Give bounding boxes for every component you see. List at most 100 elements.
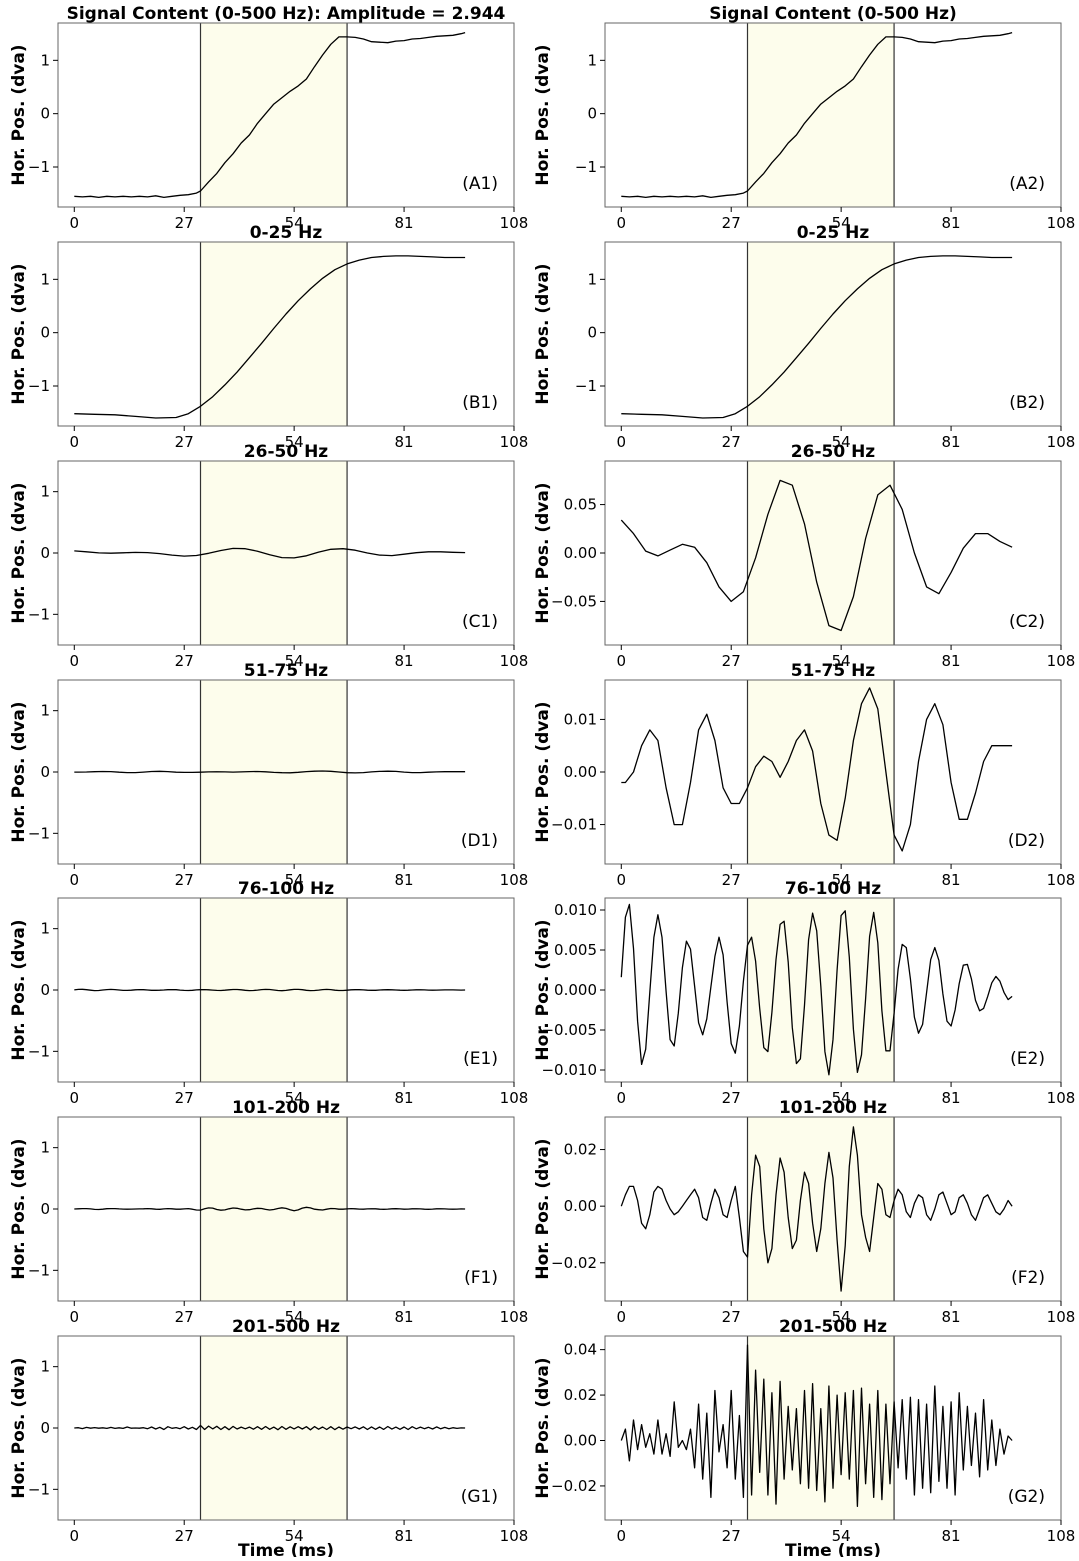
x-tick-label: 81 [395, 652, 414, 670]
y-tick-label: 0.02 [564, 1386, 597, 1404]
y-tick-label: 1 [40, 270, 50, 288]
y-tick-label: 0.005 [554, 941, 597, 959]
x-tick-label: 27 [175, 652, 194, 670]
y-tick-label: 1 [587, 51, 597, 69]
series-line [74, 1424, 466, 1431]
shaded-region [200, 1336, 348, 1520]
x-tick-label: 108 [1047, 1527, 1076, 1545]
y-tick-label: −1 [28, 158, 50, 176]
x-tick-label: 54 [832, 214, 851, 232]
panel-title: 0-25 Hz [250, 223, 323, 243]
panel-c2: 0 27 54 81 108 −0.05 0.00 0.05 26-50 Hz (C2) Hor. … [533, 442, 1075, 670]
y-tick-label: −1 [28, 1042, 50, 1060]
panel-title: 76-100 Hz [785, 879, 881, 899]
y-tick-label: 0 [587, 324, 597, 342]
x-tick-label: 27 [722, 1527, 741, 1545]
x-tick-label: 108 [1047, 652, 1076, 670]
panel-label: (A1) [462, 174, 498, 194]
shaded-region [747, 1336, 895, 1520]
y-axis-label: Hor. Pos. (dva) [533, 44, 553, 185]
x-tick-label: 108 [500, 214, 529, 232]
x-tick-label: 0 [617, 1089, 627, 1107]
x-tick-label: 27 [175, 1308, 194, 1326]
y-tick-label: 0.00 [564, 1197, 597, 1215]
x-tick-label: 27 [722, 433, 741, 451]
x-tick-label: 81 [942, 1089, 961, 1107]
x-tick-label: 54 [285, 652, 304, 670]
series-line [74, 31, 466, 199]
panel-title: 201-500 Hz [779, 1317, 887, 1337]
x-tick-label: 27 [175, 433, 194, 451]
y-tick-label: −0.010 [541, 1061, 597, 1079]
y-axis-label: Hor. Pos. (dva) [9, 482, 29, 623]
panel-a1: 0 27 54 81 108 −1 0 1 Signal Content (0-500 Hz):… [9, 4, 528, 232]
x-tick-label: 27 [722, 1308, 741, 1326]
panel-f1: 0 27 54 81 108 −1 0 1 101-200 Hz (F1) Hor. Pos. (d… [9, 1098, 528, 1326]
y-tick-label: −0.02 [551, 1254, 597, 1272]
panel-title: 101-200 Hz [779, 1098, 887, 1118]
y-tick-label: 0.010 [554, 901, 597, 919]
y-tick-label: −1 [28, 377, 50, 395]
x-tick-label: 0 [617, 652, 627, 670]
panel-label: (C2) [1009, 612, 1045, 632]
shaded-region [747, 680, 895, 864]
panel-title: 0-25 Hz [797, 223, 870, 243]
y-tick-label: 0.01 [564, 710, 597, 728]
y-tick-label: −0.01 [551, 816, 597, 834]
x-tick-label: 81 [395, 1308, 414, 1326]
plot-frame [57, 22, 515, 208]
x-tick-label: 27 [722, 871, 741, 889]
x-tick-label: 81 [942, 1308, 961, 1326]
x-tick-label: 54 [285, 433, 304, 451]
x-tick-label: 108 [500, 1527, 529, 1545]
x-tick-label: 108 [1047, 1308, 1076, 1326]
y-tick-label: 0 [40, 981, 50, 999]
y-axis-label: Hor. Pos. (dva) [9, 44, 29, 185]
shaded-region [747, 1117, 895, 1301]
panel-a2: 0 27 54 81 108 −1 0 1 Signal Content (0-500 Hz) (… [533, 4, 1075, 232]
series-line [74, 1206, 466, 1212]
y-tick-label: 0 [40, 324, 50, 342]
x-tick-label: 0 [617, 871, 627, 889]
panel-label: (G1) [461, 1487, 498, 1507]
y-tick-label: −1 [575, 158, 597, 176]
x-tick-label: 81 [942, 214, 961, 232]
series-line [621, 687, 1013, 852]
series-line [621, 255, 1013, 419]
panel-f2: 0 27 54 81 108 −0.02 0.00 0.02 101-200 Hz (F2) Hor… [533, 1098, 1075, 1326]
y-tick-label: −1 [575, 377, 597, 395]
panel-label: (D2) [1008, 831, 1045, 851]
panel-title: Signal Content (0-500 Hz) [709, 4, 957, 24]
x-tick-label: 0 [617, 1308, 627, 1326]
x-tick-label: 0 [70, 214, 80, 232]
series-line [620, 479, 1013, 632]
y-tick-label: 0.00 [564, 544, 597, 562]
x-tick-label: 0 [70, 433, 80, 451]
plot-frame [604, 241, 1062, 427]
x-tick-label: 81 [942, 433, 961, 451]
y-axis-label: Hor. Pos. (dva) [9, 1357, 29, 1498]
x-tick-label: 108 [500, 652, 529, 670]
x-tick-label: 54 [285, 1308, 304, 1326]
y-tick-label: 1 [40, 1358, 50, 1376]
x-axis-label: Time (ms) [238, 1541, 334, 1557]
shaded-region [200, 242, 348, 426]
series-line [74, 988, 466, 992]
y-axis-label: Hor. Pos. (dva) [9, 701, 29, 842]
x-tick-label: 108 [1047, 433, 1076, 451]
panel-d2: 0 27 54 81 108 −0.01 0.00 0.01 51-75 Hz (D2) Hor. … [533, 661, 1075, 889]
y-tick-label: 1 [40, 51, 50, 69]
panel-label: (E2) [1010, 1049, 1045, 1069]
x-tick-label: 27 [722, 1089, 741, 1107]
y-axis-label: Hor. Pos. (dva) [9, 263, 29, 404]
panel-label: (B1) [462, 393, 498, 413]
x-tick-label: 54 [285, 1089, 304, 1107]
x-tick-label: 0 [617, 433, 627, 451]
x-tick-label: 0 [70, 1308, 80, 1326]
x-tick-label: 54 [285, 214, 304, 232]
x-tick-label: 27 [722, 652, 741, 670]
panel-title: Signal Content (0-500 Hz): Amplitude = 2… [67, 4, 506, 24]
panel-label: (G2) [1008, 1487, 1045, 1507]
x-tick-label: 54 [832, 871, 851, 889]
